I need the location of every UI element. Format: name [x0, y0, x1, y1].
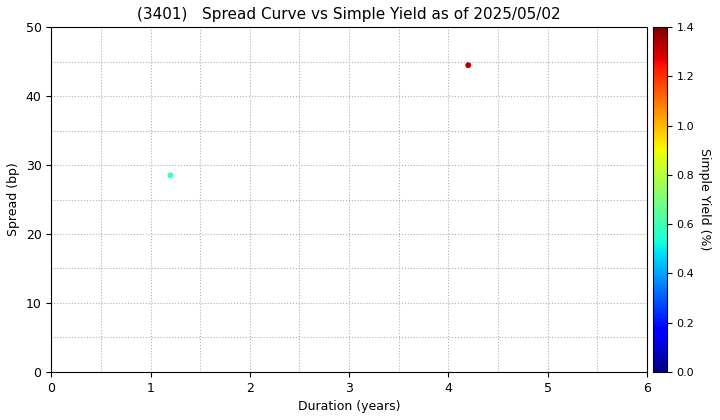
X-axis label: Duration (years): Duration (years)	[298, 400, 400, 413]
Y-axis label: Simple Yield (%): Simple Yield (%)	[698, 148, 711, 251]
Point	[165, 172, 176, 179]
Y-axis label: Spread (bp): Spread (bp)	[7, 163, 20, 236]
Point	[462, 62, 474, 68]
Title: (3401)   Spread Curve vs Simple Yield as of 2025/05/02: (3401) Spread Curve vs Simple Yield as o…	[138, 7, 561, 22]
